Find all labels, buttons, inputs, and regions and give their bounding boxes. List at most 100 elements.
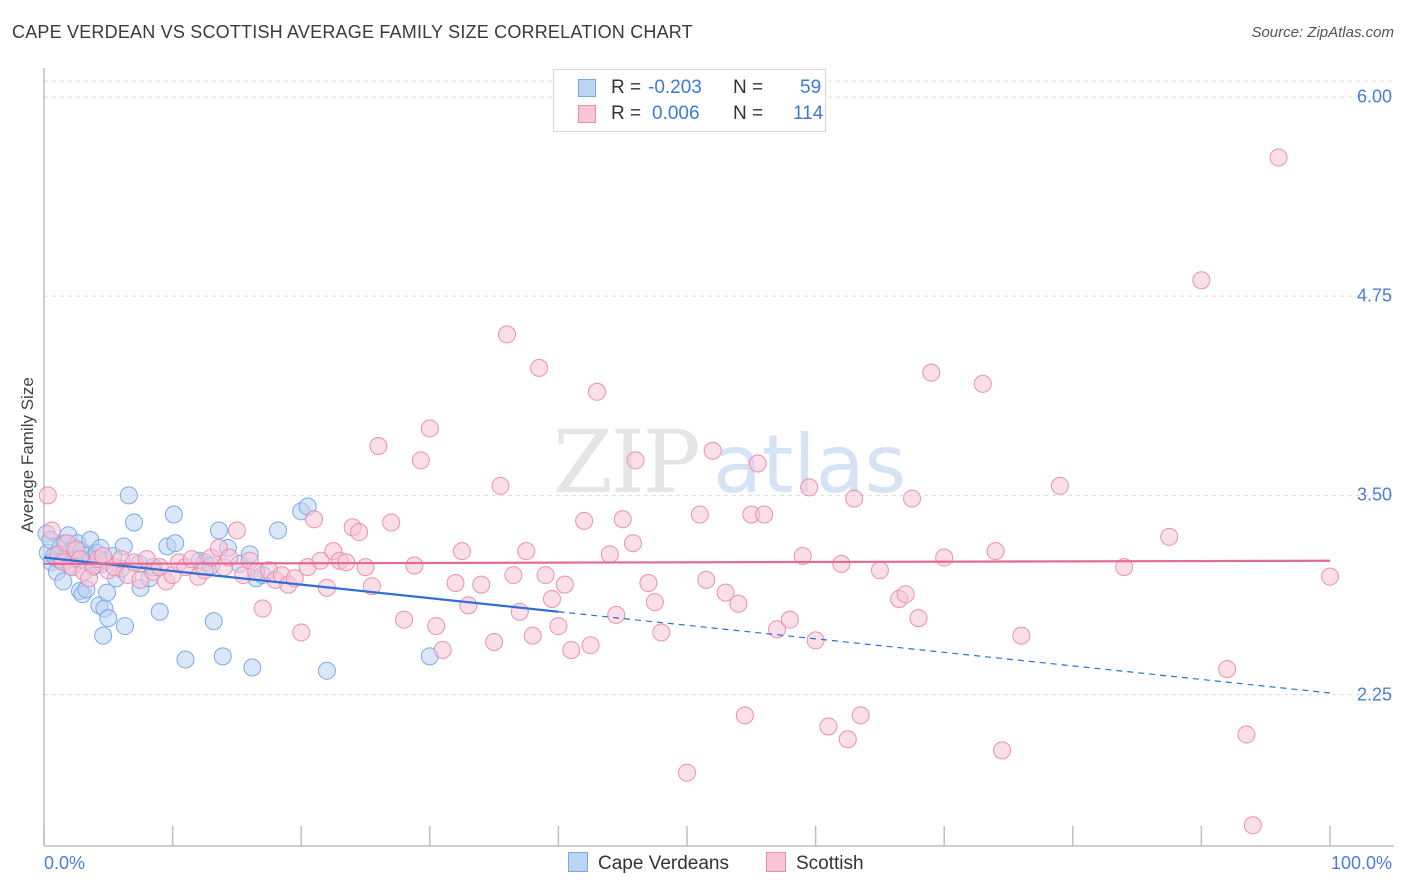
- scottish-point: [369, 436, 388, 455]
- scottish-point: [581, 636, 600, 655]
- scottish-point: [446, 574, 465, 593]
- scottish-point: [690, 505, 709, 524]
- cape-verdean-point: [243, 658, 262, 677]
- chart-title: CAPE VERDEAN VS SCOTTISH AVERAGE FAMILY …: [12, 22, 693, 42]
- cape-verdean-trend-solid: [43, 556, 559, 613]
- scottish-point: [549, 617, 568, 636]
- scottish-point: [703, 441, 722, 460]
- cape-verdean-point: [150, 602, 169, 621]
- scottish-point: [1218, 660, 1237, 679]
- scottish-point: [896, 585, 915, 604]
- scottish-point: [38, 486, 57, 505]
- scottish-point: [755, 505, 774, 524]
- scottish-point: [542, 589, 561, 608]
- scottish-point: [427, 617, 446, 636]
- legend-r-value: 0.006: [652, 103, 700, 124]
- x-tick-min: 0.0%: [44, 853, 86, 873]
- cape-verdean-point: [116, 617, 135, 636]
- scottish-point: [305, 510, 324, 529]
- scottish-point: [600, 545, 619, 564]
- scottish-point: [536, 566, 555, 585]
- scottish-point: [613, 510, 632, 529]
- gridlines: [44, 80, 1394, 696]
- cape-verdean-point: [98, 583, 117, 602]
- scottish-point: [645, 593, 664, 612]
- scottish-point: [1050, 476, 1069, 495]
- scottish-point: [485, 633, 504, 651]
- scottish-point: [832, 554, 851, 573]
- scottish-trend-line: [43, 559, 1331, 566]
- scottish-point: [292, 623, 311, 642]
- legend-n-label: N =: [733, 77, 764, 98]
- scottish-point: [909, 609, 928, 628]
- scottish-point: [452, 542, 471, 561]
- scottish-point: [411, 451, 430, 470]
- scottish-point: [851, 706, 870, 725]
- scottish-point: [420, 419, 439, 438]
- scottish-point: [562, 640, 581, 659]
- cape-verdean-point: [176, 650, 195, 669]
- scottish-point: [845, 489, 864, 508]
- bottom-legend-label-cape-verdeans: Cape Verdeans: [598, 853, 729, 874]
- legend-r-label: R =: [611, 77, 642, 98]
- scottish-point: [131, 570, 150, 589]
- legend-swatch-cape-verdeans: [578, 79, 596, 97]
- bottom-legend-cape-verdeans: Cape Verdeans: [568, 852, 729, 875]
- scottish-point: [922, 363, 941, 382]
- cape-verdean-point: [269, 521, 288, 540]
- scottish-point: [1115, 558, 1134, 577]
- x-tick-max: 100.0%: [1330, 853, 1392, 873]
- cape-verdean-point: [213, 647, 232, 666]
- cape-verdean-point: [99, 609, 118, 628]
- scottish-point: [806, 631, 825, 650]
- scottish-point: [780, 610, 799, 629]
- scottish-point: [395, 610, 414, 629]
- y-tick-label: 4.75: [1356, 285, 1392, 306]
- legend-n-value: 59: [800, 77, 822, 98]
- scottish-point: [870, 561, 889, 580]
- correlation-legend: R = -0.203 N = 59 R = 0.006 N = 114: [553, 69, 826, 132]
- scottish-point: [1192, 271, 1211, 290]
- scottish-point: [575, 511, 594, 530]
- y-tick-label: 6.00: [1356, 86, 1392, 107]
- scottish-point: [510, 602, 529, 621]
- scottish-point: [356, 558, 375, 577]
- legend-n-label: N =: [733, 103, 764, 124]
- scottish-point: [1237, 725, 1256, 744]
- cape-verdean-trend-dashed: [558, 611, 1331, 694]
- scottish-point: [626, 451, 645, 470]
- scottish-point: [1243, 816, 1262, 835]
- scottish-point: [800, 478, 819, 497]
- legend-swatch-scottish: [578, 105, 596, 123]
- cape-verdean-point: [209, 521, 228, 540]
- scottish-point: [523, 626, 542, 645]
- scottish-point: [735, 706, 754, 725]
- cape-verdean-point: [317, 661, 336, 680]
- y-tick-label: 3.50: [1356, 484, 1392, 505]
- scottish-point: [517, 542, 536, 561]
- scottish-point: [504, 566, 523, 585]
- scottish-point: [497, 325, 516, 344]
- bottom-legend-swatch-scottish: [766, 852, 786, 872]
- cape-verdean-point: [54, 572, 73, 591]
- scottish-point: [986, 542, 1005, 561]
- cape-verdean-point: [125, 513, 144, 532]
- scottish-point: [607, 605, 626, 624]
- scottish-point: [362, 577, 381, 596]
- watermark-zip: ZIP: [553, 413, 699, 513]
- y-tick-label: 2.25: [1356, 684, 1392, 705]
- cape-verdean-point: [164, 505, 183, 524]
- watermark-atlas: atlas: [713, 418, 906, 511]
- scottish-point: [768, 620, 787, 639]
- scottish-point: [472, 575, 491, 594]
- scottish-point: [639, 574, 658, 593]
- scottish-point: [935, 548, 954, 567]
- scottish-point: [1160, 527, 1179, 546]
- scottish-point: [716, 583, 735, 602]
- scottish-point: [587, 382, 606, 401]
- scottish-point: [459, 596, 478, 615]
- scottish-point: [491, 476, 510, 495]
- scottish-point: [42, 521, 61, 540]
- scottish-point: [1269, 148, 1288, 167]
